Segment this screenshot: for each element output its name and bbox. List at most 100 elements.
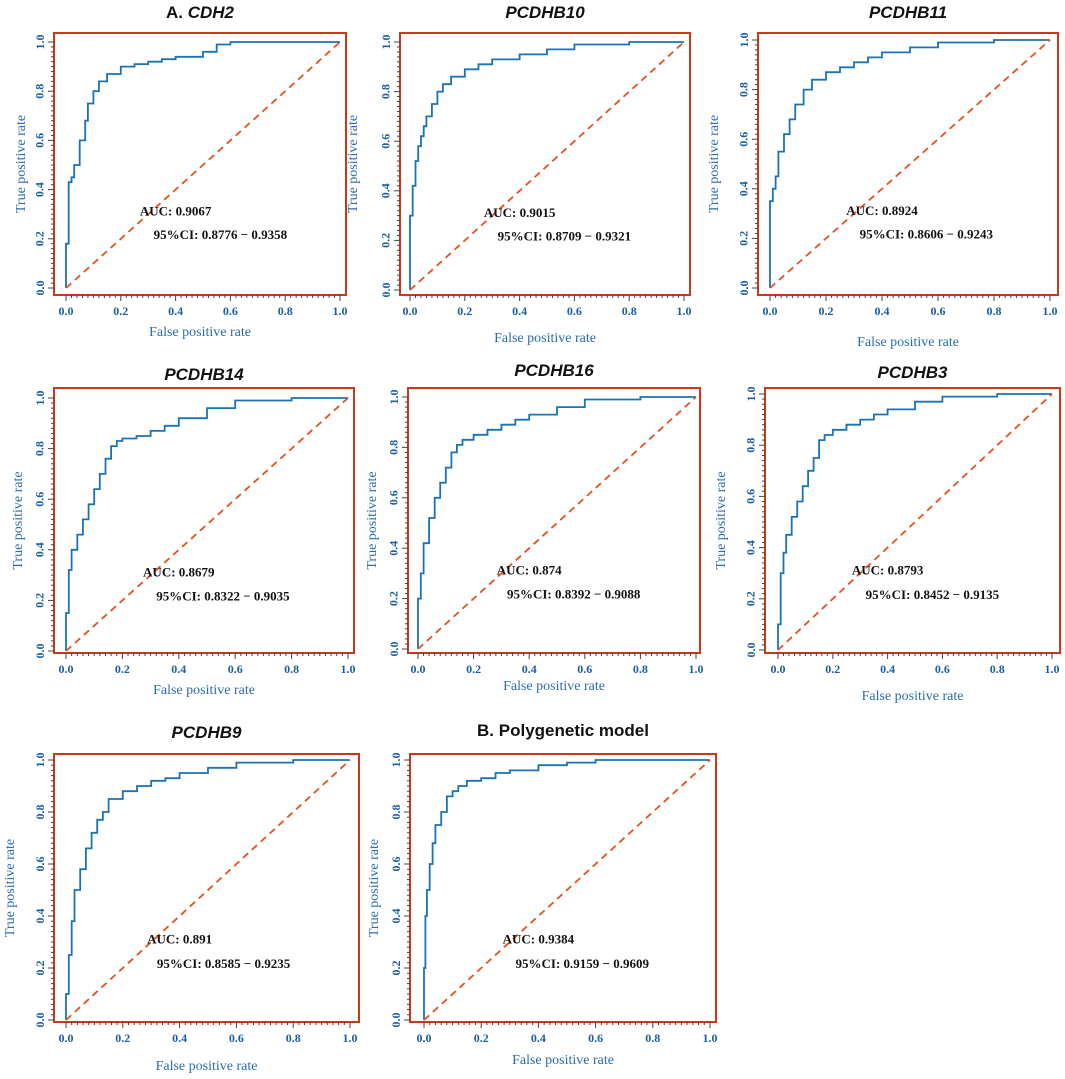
x-tick-label: 0.6 [228,662,243,676]
y-tick-label: 0.4 [744,540,758,555]
roc-panel-pcdhb11: PCDHB11 0.0 0.2 0.4 0.6 0.8 1.0 0.0 0.2 0.4 0.6 0.8… [707,3,1059,350]
reference-diagonal-line [417,396,697,650]
y-tick-label: 0.0 [389,1013,403,1028]
y-axis-label: True positive rate [714,471,729,569]
panel-title: PCDHB9 [172,723,242,742]
roc-panel-pcdhb9: PCDHB9 0.0 0.2 0.4 0.6 0.8 1.0 0.0 0.2 0.4 0.6 0.8 1… [3,723,360,1074]
plot-frame [399,32,691,296]
y-tick-label: 0.2 [379,233,393,248]
y-tick-label: 0.2 [33,231,47,246]
y-tick-label: 0.2 [33,593,47,608]
x-tick-label: 0.8 [286,1031,301,1045]
x-tick-label: 1.0 [333,304,348,318]
x-tick-label: 0.0 [763,304,778,318]
y-tick-label: 0.6 [389,857,403,872]
y-axis-label: True positive rate [707,115,722,213]
x-tick-label: 0.4 [880,662,895,676]
y-tick-label: 1.0 [33,35,47,50]
x-tick-label: 0.6 [567,304,582,318]
plot-frame [53,32,347,296]
y-tick-label: 0.6 [379,134,393,149]
y-tick-label: 0.2 [744,591,758,606]
reference-diagonal-line [65,759,351,1021]
axis-ticks [394,41,685,301]
axis-ticks [404,759,711,1028]
axis-ticks [48,759,351,1028]
y-tick-label: 0.4 [737,181,751,196]
panel-title-prefix: A. [166,3,188,22]
x-axis-label: False positive rate [494,331,596,346]
x-tick-label: 1.0 [689,662,704,676]
axis-ticks [48,41,341,301]
panel-title: PCDHB14 [164,365,244,384]
y-tick-label: 0.6 [737,132,751,147]
y-tick-label: 1.0 [33,391,47,406]
y-tick-label: 1.0 [379,35,393,50]
reference-diagonal-line [769,39,1051,289]
ci-label: 95%CI: 0.8322 − 0.9035 [156,588,290,603]
y-tick-label: 0.0 [33,1013,47,1028]
y-tick-label: 0.8 [33,805,47,820]
reference-diagonal-line [65,41,341,289]
panel-title-text: PCDHB3 [878,363,948,382]
auc-label: AUC: 0.874 [497,563,562,578]
y-tick-label: 0.2 [33,961,47,976]
x-tick-label: 0.0 [59,1031,74,1045]
panel-title-text: PCDHB11 [869,3,947,22]
x-tick-label: 0.0 [59,304,74,318]
auc-label: AUC: 0.8793 [852,562,924,577]
reference-diagonal-line [409,41,685,291]
auc-label: AUC: 0.9067 [140,203,212,218]
x-tick-label: 0.6 [577,662,592,676]
roc-curve [65,41,340,288]
x-tick-label: 0.2 [825,662,840,676]
x-tick-label: 0.2 [474,1031,489,1045]
y-tick-label: 0.6 [33,857,47,872]
x-axis-label: False positive rate [862,689,964,704]
x-axis-label: False positive rate [857,335,959,350]
x-tick-label: 1.0 [343,1031,358,1045]
panel-title: PCDHB3 [878,363,948,382]
roc-panel-pcdhb14: PCDHB14 0.0 0.2 0.4 0.6 0.8 1.0 0.0 0.2 0.4 0.6 0.8… [11,365,356,698]
auc-label: AUC: 0.9384 [503,931,575,946]
plot-frame [53,387,355,654]
y-tick-label: 0.2 [737,231,751,246]
plot-frame [409,753,717,1023]
x-tick-label: 0.0 [411,662,426,676]
ci-label: 95%CI: 0.8776 − 0.9358 [154,227,288,242]
axis-ticks [759,393,1053,659]
y-tick-label: 0.2 [389,961,403,976]
y-tick-label: 1.0 [387,390,401,405]
panel-title-text: PCDHB14 [164,365,244,384]
auc-label: AUC: 0.891 [147,931,212,946]
auc-label: AUC: 0.8924 [846,203,918,218]
auc-label: AUC: 0.9015 [484,205,556,220]
plot-frame [53,753,360,1023]
y-tick-label: 0.6 [744,489,758,504]
reference-diagonal-line [65,397,349,652]
roc-panel-polygenetic-model: B. Polygenetic model 0.0 0.2 0.4 0.6 0.8 1.0 0.… [367,721,718,1068]
x-tick-label: 1.0 [341,662,356,676]
x-tick-label: 0.4 [172,1031,187,1045]
roc-curve [417,396,696,649]
y-tick-label: 0.8 [744,438,758,453]
x-tick-label: 0.8 [645,1031,660,1045]
x-tick-label: 0.8 [633,662,648,676]
roc-curve [65,397,348,651]
y-tick-label: 0.8 [389,805,403,820]
y-tick-label: 0.6 [387,490,401,505]
y-tick-label: 0.2 [387,591,401,606]
y-tick-label: 0.4 [33,182,47,197]
x-tick-label: 0.8 [622,304,637,318]
x-tick-label: 0.4 [522,662,537,676]
panel-title: B. Polygenetic model [477,721,649,740]
axis-ticks [48,397,349,659]
auc-label: AUC: 0.8679 [143,564,215,579]
axis-ticks [752,39,1051,301]
y-tick-label: 0.6 [33,492,47,507]
x-tick-label: 0.8 [278,304,293,318]
y-axis-label: True positive rate [346,115,361,213]
x-tick-label: 0.2 [819,304,834,318]
x-axis-label: False positive rate [503,679,605,694]
